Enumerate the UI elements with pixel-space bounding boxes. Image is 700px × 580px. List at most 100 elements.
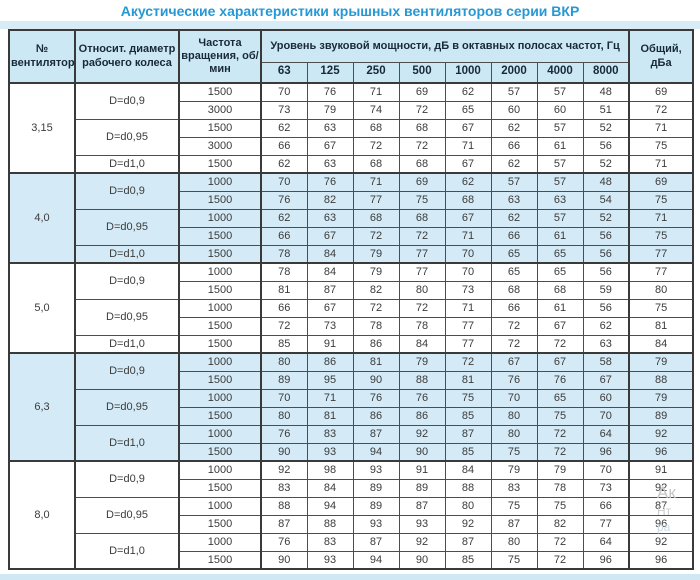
level-cell: 68 <box>352 208 400 228</box>
total-cell: 92 <box>628 478 694 498</box>
level-cell: 77 <box>398 244 446 264</box>
level-cell: 93 <box>352 514 400 534</box>
level-cell: 65 <box>536 388 584 408</box>
table-row: D=d1,0 1000 76 83 87 92 87 80 72 64 92 <box>9 532 694 570</box>
level-cell: 56 <box>582 298 631 318</box>
table-row: 4,0 D=d0,9 1000 70 76 71 69 62 57 57 48 69 <box>8 172 694 264</box>
diameter-cell: D=d0,95 <box>74 298 180 336</box>
level-cell: 57 <box>490 82 538 102</box>
level-cell: 89 <box>352 478 400 498</box>
level-cell: 80 <box>490 406 538 426</box>
level-cell: 72 <box>398 298 446 318</box>
level-cell: 81 <box>352 352 400 372</box>
level-cell: 72 <box>536 442 584 462</box>
level-cell: 75 <box>490 550 538 570</box>
level-cell: 72 <box>536 532 584 552</box>
level-cell: 65 <box>490 262 538 282</box>
level-cell: 87 <box>444 424 492 444</box>
level-cell: 77 <box>582 514 631 534</box>
rpm-cell: 1000 <box>178 496 262 516</box>
level-cell: 85 <box>444 442 492 462</box>
level-cell: 66 <box>582 496 631 516</box>
diameter-cell: D=d0,95 <box>74 388 180 426</box>
table-row: D=d0,95 1000 88 94 89 87 80 75 75 66 87 <box>9 496 694 534</box>
rpm-cell: 1500 <box>178 82 262 102</box>
level-cell: 88 <box>306 514 354 534</box>
level-cell: 76 <box>260 190 308 210</box>
level-cell: 68 <box>444 190 492 210</box>
level-cell: 62 <box>582 316 631 336</box>
rpm-cell: 1500 <box>178 118 262 138</box>
level-cell: 71 <box>444 136 492 156</box>
table-row: 1500 90 93 94 90 85 75 72 96 96 <box>9 550 694 570</box>
rpm-cell: 1000 <box>178 172 262 192</box>
level-cell: 64 <box>582 424 631 444</box>
level-cell: 60 <box>536 100 584 120</box>
diameter-cell: D=d0,9 <box>74 172 180 210</box>
level-cell: 86 <box>398 406 446 426</box>
level-cell: 48 <box>582 172 631 192</box>
level-cell: 62 <box>490 118 538 138</box>
header-freq-8000: 8000 <box>582 61 631 84</box>
level-cell: 73 <box>260 100 308 120</box>
total-cell: 71 <box>628 208 694 228</box>
total-cell: 84 <box>628 334 694 354</box>
header-total: Общий, дБа <box>628 29 694 84</box>
level-cell: 87 <box>490 514 538 534</box>
level-cell: 61 <box>536 226 584 246</box>
level-cell: 76 <box>306 82 354 102</box>
level-cell: 90 <box>260 442 308 462</box>
level-cell: 91 <box>306 334 354 354</box>
table-row: 3,15 D=d0,9 1500 70 76 71 69 62 57 57 48 69 <box>8 82 694 174</box>
table-row: 1500 87 88 93 93 92 87 82 77 96 <box>9 514 694 534</box>
level-cell: 66 <box>490 226 538 246</box>
level-cell: 62 <box>490 208 538 228</box>
level-cell: 78 <box>260 244 308 264</box>
table-row: 6,3 D=d0,9 1000 80 86 81 79 72 67 67 58 79 <box>8 352 694 462</box>
level-cell: 73 <box>306 316 354 336</box>
table-row: 3000 66 67 72 72 71 66 61 56 75 <box>9 136 694 156</box>
level-cell: 81 <box>444 370 492 390</box>
level-cell: 52 <box>582 208 631 228</box>
level-cell: 74 <box>352 100 400 120</box>
rpm-cell: 1000 <box>178 532 262 552</box>
rpm-cell: 3000 <box>178 136 262 156</box>
diameter-cell: D=d0,95 <box>74 208 180 246</box>
table-row: D=d0,95 1000 66 67 72 72 71 66 61 56 75 <box>9 298 694 336</box>
level-cell: 68 <box>398 118 446 138</box>
level-cell: 56 <box>582 136 631 156</box>
rpm-cell: 1500 <box>178 244 262 264</box>
level-cell: 70 <box>260 82 308 102</box>
level-cell: 63 <box>306 208 354 228</box>
level-cell: 80 <box>260 406 308 426</box>
total-cell: 79 <box>628 352 694 372</box>
rpm-cell: 1500 <box>178 334 262 354</box>
diameter-cell: D=d0,95 <box>74 496 180 534</box>
level-cell: 83 <box>306 532 354 552</box>
level-cell: 67 <box>536 352 584 372</box>
level-cell: 72 <box>398 136 446 156</box>
table-row: 1500 76 82 77 75 68 63 63 54 75 <box>9 190 694 210</box>
total-cell: 71 <box>628 154 694 174</box>
table-row: D=d1,0 1500 85 91 86 84 77 72 72 63 84 <box>9 334 694 354</box>
level-cell: 71 <box>444 298 492 318</box>
total-cell: 75 <box>628 226 694 246</box>
total-cell: 77 <box>628 262 694 282</box>
rpm-cell: 1500 <box>178 280 262 300</box>
level-cell: 75 <box>536 496 584 516</box>
level-cell: 93 <box>306 550 354 570</box>
level-cell: 89 <box>352 496 400 516</box>
diameter-cell: D=d1,0 <box>74 154 180 174</box>
level-cell: 66 <box>260 226 308 246</box>
level-cell: 62 <box>260 154 308 174</box>
diameter-cell: D=d1,0 <box>74 532 180 570</box>
level-cell: 83 <box>306 424 354 444</box>
level-cell: 80 <box>490 424 538 444</box>
level-cell: 94 <box>352 550 400 570</box>
diameter-cell: D=d1,0 <box>74 424 180 462</box>
diameter-cell: D=d0,9 <box>74 460 180 498</box>
level-cell: 92 <box>260 460 308 480</box>
level-cell: 85 <box>444 406 492 426</box>
level-cell: 80 <box>398 280 446 300</box>
level-cell: 56 <box>582 226 631 246</box>
